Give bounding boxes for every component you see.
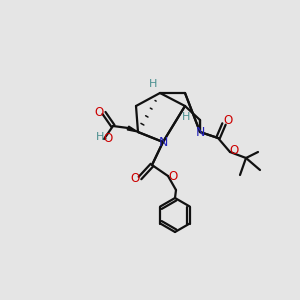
Text: O: O (130, 172, 140, 184)
Polygon shape (127, 126, 138, 132)
Text: O: O (230, 143, 238, 157)
Text: O: O (168, 169, 178, 182)
Text: H: H (96, 132, 104, 142)
Text: H: H (149, 79, 157, 89)
Text: O: O (103, 133, 112, 146)
Text: ·: · (104, 136, 106, 142)
Text: H: H (182, 112, 190, 122)
Text: N: N (158, 136, 168, 148)
Text: O: O (94, 106, 103, 119)
Text: N: N (195, 125, 205, 139)
Text: O: O (224, 113, 232, 127)
